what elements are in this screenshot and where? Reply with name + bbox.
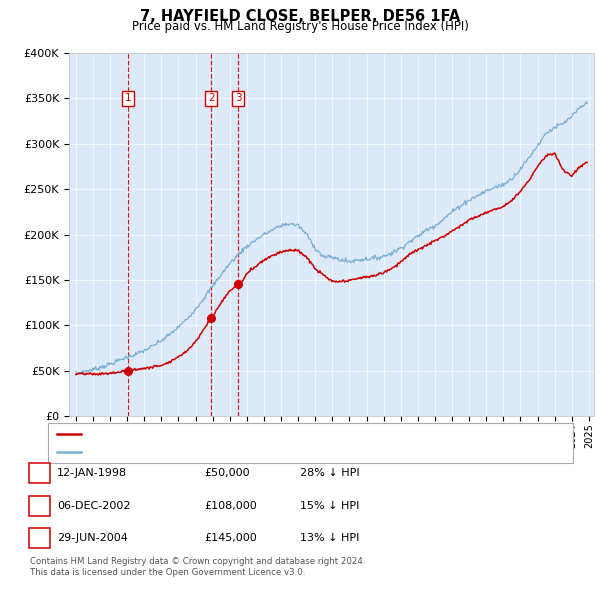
Text: 28% ↓ HPI: 28% ↓ HPI bbox=[300, 468, 359, 478]
Text: 15% ↓ HPI: 15% ↓ HPI bbox=[300, 501, 359, 510]
Text: 1: 1 bbox=[125, 93, 131, 103]
Text: 2: 2 bbox=[36, 501, 43, 510]
Text: 7, HAYFIELD CLOSE, BELPER, DE56 1FA (detached house): 7, HAYFIELD CLOSE, BELPER, DE56 1FA (det… bbox=[85, 430, 370, 440]
Text: This data is licensed under the Open Government Licence v3.0.: This data is licensed under the Open Gov… bbox=[30, 568, 305, 577]
Text: 29-JUN-2004: 29-JUN-2004 bbox=[57, 533, 128, 543]
Text: 2: 2 bbox=[208, 93, 215, 103]
Text: 12-JAN-1998: 12-JAN-1998 bbox=[57, 468, 127, 478]
Text: £145,000: £145,000 bbox=[204, 533, 257, 543]
Text: 3: 3 bbox=[235, 93, 241, 103]
Text: 1: 1 bbox=[36, 468, 43, 478]
Text: 7, HAYFIELD CLOSE, BELPER, DE56 1FA: 7, HAYFIELD CLOSE, BELPER, DE56 1FA bbox=[140, 9, 460, 24]
Text: £50,000: £50,000 bbox=[204, 468, 250, 478]
Text: Contains HM Land Registry data © Crown copyright and database right 2024.: Contains HM Land Registry data © Crown c… bbox=[30, 558, 365, 566]
Text: 13% ↓ HPI: 13% ↓ HPI bbox=[300, 533, 359, 543]
Text: £108,000: £108,000 bbox=[204, 501, 257, 510]
Text: HPI: Average price, detached house, Amber Valley: HPI: Average price, detached house, Ambe… bbox=[85, 447, 336, 457]
Text: Price paid vs. HM Land Registry's House Price Index (HPI): Price paid vs. HM Land Registry's House … bbox=[131, 20, 469, 33]
Text: 06-DEC-2002: 06-DEC-2002 bbox=[57, 501, 131, 510]
Text: 3: 3 bbox=[36, 533, 43, 543]
